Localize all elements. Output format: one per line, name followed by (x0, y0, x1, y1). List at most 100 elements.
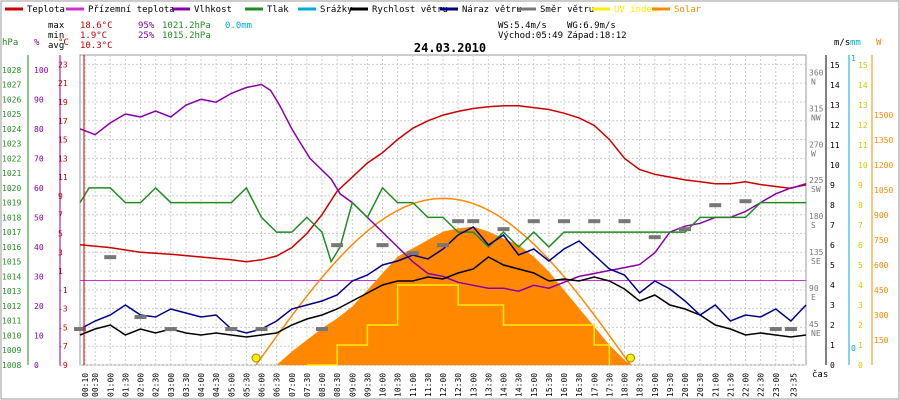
tick-temp--1: -1 (58, 286, 68, 295)
tick-pct-60: 60 (34, 184, 44, 193)
tick-wind-1: 1 (830, 341, 835, 350)
tick-hpa-1025: 1025 (2, 110, 21, 119)
x-tick-7: 03:30 (182, 373, 191, 397)
tick-pct-0: 0 (34, 361, 39, 370)
x-tick-43: 21:30 (726, 373, 735, 397)
legend-label-3: Tlak (267, 5, 289, 15)
tick-dir-deg-315: 315 (809, 104, 824, 113)
wind-dir-mark-9 (406, 251, 419, 256)
axis-unit-temp: °C (58, 38, 69, 48)
tick-uv-1: 1 (858, 341, 863, 350)
tick-solar-450: 450 (874, 286, 889, 295)
x-tick-32: 16:00 (560, 373, 569, 397)
x-tick-30: 15:00 (530, 373, 539, 397)
tick-wind-11: 11 (830, 141, 840, 150)
tick-dir-deg-45: 45 (809, 320, 819, 329)
wind-dir-mark-19 (679, 227, 691, 232)
wind-dir-mark-23 (784, 327, 797, 332)
wind-dir-mark-11 (452, 219, 465, 224)
axis-unit-pct: % (34, 38, 40, 48)
x-tick-29: 14:30 (515, 373, 524, 397)
legend-label-4: Srážky (320, 5, 353, 15)
tick-wind-4: 4 (830, 281, 835, 290)
tick-hpa-1019: 1019 (2, 199, 21, 208)
wind-dir-mark-17 (618, 219, 631, 224)
tick-wind-10: 10 (830, 161, 840, 170)
tick-temp-21: 21 (58, 79, 68, 88)
tick-hpa-1013: 1013 (2, 287, 21, 296)
wind-dir-mark-4 (225, 327, 238, 332)
tick-dir-lab-W: W (811, 149, 816, 158)
x-tick-1: 00:30 (91, 373, 100, 397)
left-axes: hPa1008100910101011101210131014101510161… (2, 38, 85, 370)
tick-dir-lab-NW: NW (811, 113, 821, 122)
tick-wind-8: 8 (830, 201, 835, 210)
tick-temp--9: -9 (58, 361, 68, 370)
tick-solar-1200: 1200 (874, 161, 893, 170)
tick-hpa-1014: 1014 (2, 272, 21, 281)
x-tick-31: 15:30 (545, 373, 554, 397)
tick-hpa-1026: 1026 (2, 95, 21, 104)
x-tick-24: 12:00 (439, 373, 448, 397)
x-tick-8: 04:00 (197, 373, 206, 397)
x-tick-26: 13:00 (469, 373, 478, 397)
tick-wind-14: 14 (830, 81, 840, 90)
x-tick-4: 02:00 (137, 373, 146, 397)
tick-temp-15: 15 (58, 136, 68, 145)
tick-hpa-1027: 1027 (2, 81, 21, 90)
tick-temp-11: 11 (58, 173, 68, 182)
x-tick-21: 10:30 (394, 373, 403, 397)
stats-block: max 18.6°C 95% 1021.2hPa 0.0mm min 1.9°C… (48, 21, 627, 51)
legend-label-8: UV index (614, 5, 658, 15)
tick-uv-13: 13 (858, 101, 868, 110)
wind-dir-mark-2 (134, 315, 147, 320)
stat-min-press: 1015.2hPa (162, 31, 211, 41)
tick-solar-1350: 1350 (874, 136, 893, 145)
tick-hpa-1018: 1018 (2, 213, 21, 222)
x-tick-40: 20:00 (681, 373, 690, 397)
series-layer (74, 83, 807, 363)
tick-pct-100: 100 (34, 66, 49, 75)
tick-rain-1: 1 (851, 54, 856, 63)
solar-theoretical (255, 197, 632, 366)
wind-dir-mark-14 (527, 219, 540, 224)
tick-temp-23: 23 (58, 60, 68, 69)
x-tick-20: 10:00 (379, 373, 388, 397)
x-tick-14: 07:00 (288, 373, 297, 397)
tick-temp-19: 19 (58, 98, 68, 107)
tick-wind-9: 9 (830, 181, 835, 190)
tick-wind-13: 13 (830, 101, 840, 110)
stat-ws: WS:5.4m/s (498, 21, 547, 31)
wind-dir-mark-13 (497, 227, 510, 232)
x-tick-33: 16:30 (575, 373, 584, 397)
tick-uv-12: 12 (858, 121, 868, 130)
solar-layer (255, 197, 632, 366)
wind-dir-mark-20 (709, 203, 722, 208)
series-teplota (79, 104, 807, 263)
axis-unit-wind: m/s (834, 38, 850, 48)
axis-unit-solar: W (876, 38, 882, 48)
tick-uv-0: 0 (858, 361, 863, 370)
stat-avg-temp: 10.3°C (80, 41, 113, 51)
right-axes: m/s012345678910111213141545NE90E135SE180… (809, 38, 893, 370)
x-tick-42: 21:00 (711, 373, 720, 397)
tick-wind-6: 6 (830, 241, 835, 250)
stat-sunset: Západ:18:12 (567, 31, 627, 41)
stat-min-hum: 25% (138, 31, 155, 41)
wind-dir-mark-0 (74, 327, 86, 332)
wind-dir-mark-3 (164, 327, 177, 332)
x-tick-22: 11:00 (409, 373, 418, 397)
tick-dir-lab-NE: NE (811, 329, 821, 338)
tick-solar-600: 600 (874, 261, 889, 270)
tick-hpa-1012: 1012 (2, 302, 21, 311)
tick-dir-lab-E: E (811, 293, 816, 302)
legend-label-6: Náraz větru (462, 5, 522, 15)
x-tick-12: 06:00 (258, 373, 267, 397)
tick-dir-lab-SE: SE (811, 257, 821, 266)
stat-max-label: max (48, 21, 65, 31)
wind-dir-mark-5 (255, 327, 268, 332)
tick-hpa-1016: 1016 (2, 243, 21, 252)
tick-hpa-1011: 1011 (2, 317, 21, 326)
tick-solar-300: 300 (874, 311, 889, 320)
tick-uv-7: 7 (858, 221, 863, 230)
